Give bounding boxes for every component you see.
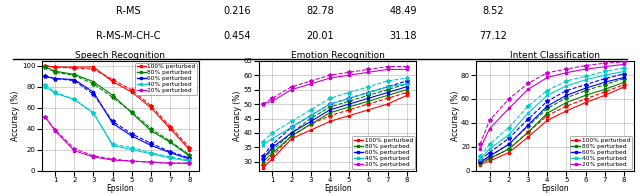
Text: 8.52: 8.52 bbox=[482, 6, 504, 16]
X-axis label: Epsilon: Epsilon bbox=[541, 184, 569, 193]
Title: Emotion Recognition: Emotion Recognition bbox=[291, 51, 385, 60]
Text: 48.49: 48.49 bbox=[390, 6, 417, 16]
Y-axis label: Accuracy (%): Accuracy (%) bbox=[12, 90, 20, 141]
Text: 31.18: 31.18 bbox=[390, 31, 417, 41]
Text: 0.216: 0.216 bbox=[223, 6, 251, 16]
Text: R-MS: R-MS bbox=[116, 6, 140, 16]
Text: 0.454: 0.454 bbox=[223, 31, 251, 41]
Legend: 100% perturbed, 80% perturbed, 60% perturbed, 40% perturbed, 20% perturbed: 100% perturbed, 80% perturbed, 60% pertu… bbox=[135, 63, 197, 95]
Y-axis label: Accuracy (%): Accuracy (%) bbox=[451, 90, 460, 141]
Text: R-MS-M-CH-C: R-MS-M-CH-C bbox=[96, 31, 160, 41]
Y-axis label: Accuracy (%): Accuracy (%) bbox=[233, 90, 242, 141]
Text: 20.01: 20.01 bbox=[306, 31, 334, 41]
Title: Speech Recognition: Speech Recognition bbox=[76, 51, 165, 60]
Legend: 100% perturbed, 80% perturbed, 60% perturbed, 40% perturbed, 20% perturbed: 100% perturbed, 80% perturbed, 60% pertu… bbox=[570, 136, 632, 169]
X-axis label: Epsilon: Epsilon bbox=[324, 184, 351, 193]
Title: Intent Classification: Intent Classification bbox=[510, 51, 600, 60]
X-axis label: Epsilon: Epsilon bbox=[106, 184, 134, 193]
Text: 77.12: 77.12 bbox=[479, 31, 507, 41]
Legend: 100% perturbed, 80% perturbed, 60% perturbed, 40% perturbed, 20% perturbed: 100% perturbed, 80% perturbed, 60% pertu… bbox=[353, 136, 415, 169]
Text: 82.78: 82.78 bbox=[306, 6, 334, 16]
